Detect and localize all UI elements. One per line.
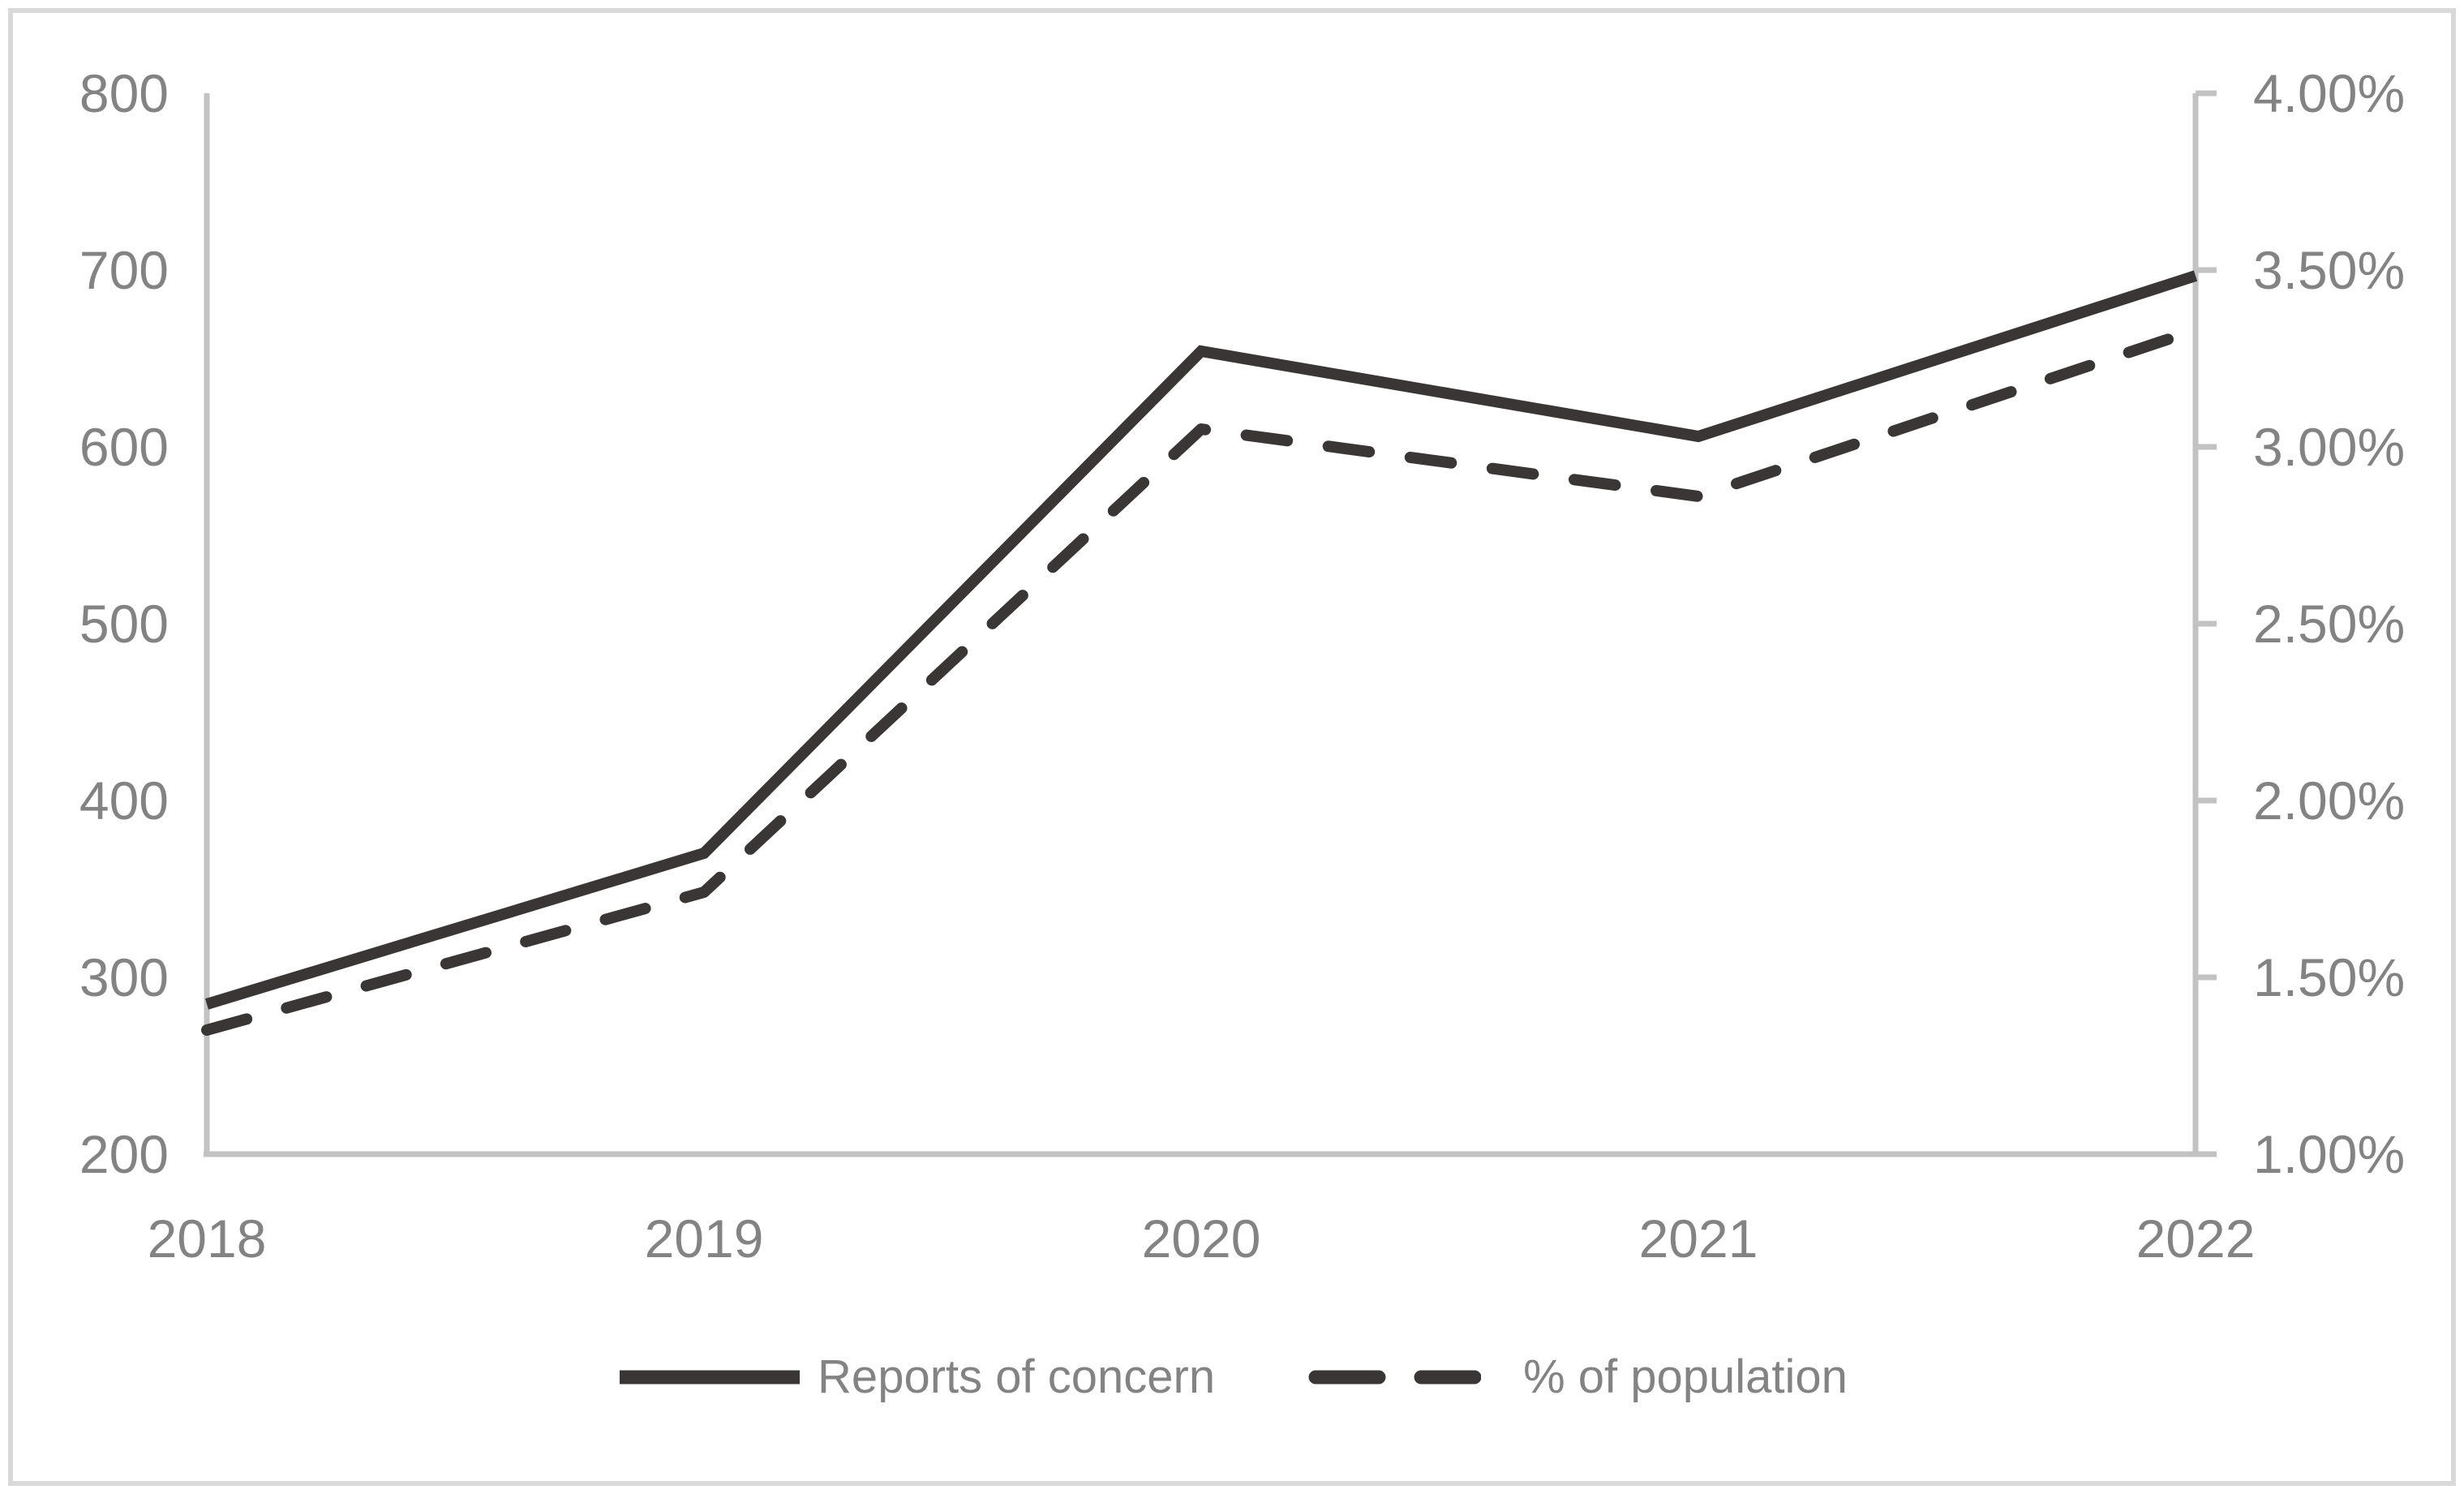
series-line-dashed xyxy=(201,324,2201,1036)
legend-entry-reports: Reports of concern xyxy=(616,1343,1215,1411)
left-axis-tick-label: 500 xyxy=(79,594,169,654)
legend-entry-population: % of population xyxy=(1306,1343,1848,1411)
left-axis-tick-label: 400 xyxy=(79,771,169,831)
left-axis-tick-label: 200 xyxy=(79,1124,169,1184)
right-axis-tick-label: 1.00% xyxy=(2253,1124,2406,1184)
x-axis-tick-label: 2022 xyxy=(2136,1209,2256,1269)
legend-label-population: % of population xyxy=(1523,1350,1848,1403)
x-axis-tick-label: 2019 xyxy=(644,1209,764,1269)
left-axis-tick-label: 800 xyxy=(79,63,169,123)
left-axis-tick-label: 300 xyxy=(79,947,169,1007)
series-lines xyxy=(201,270,2201,1036)
left-axis-tick-label: 600 xyxy=(79,417,169,477)
legend-label-reports: Reports of concern xyxy=(818,1350,1216,1403)
x-axis-tick-label: 2018 xyxy=(147,1209,267,1269)
series-line-solid xyxy=(204,270,2198,1010)
solid-line-swatch-icon xyxy=(620,1370,801,1385)
legend: Reports of concern % of population xyxy=(0,1343,2464,1411)
right-axis-tick-label: 3.00% xyxy=(2253,417,2406,477)
right-axis-tick-label: 4.00% xyxy=(2253,63,2406,123)
x-axis-tick-label: 2020 xyxy=(1141,1209,1261,1269)
right-axis-tick-label: 1.50% xyxy=(2253,947,2406,1007)
dashed-line-swatch-icon xyxy=(1308,1370,1482,1385)
right-axis-tick-label: 3.50% xyxy=(2253,240,2406,300)
right-axis-tick-marks xyxy=(2196,90,2217,1157)
left-axis-tick-label: 700 xyxy=(79,240,169,300)
right-axis-tick-label: 2.50% xyxy=(2253,594,2406,654)
right-axis-tick-label: 2.00% xyxy=(2253,771,2406,831)
x-axis-tick-label: 2021 xyxy=(1638,1209,1758,1269)
